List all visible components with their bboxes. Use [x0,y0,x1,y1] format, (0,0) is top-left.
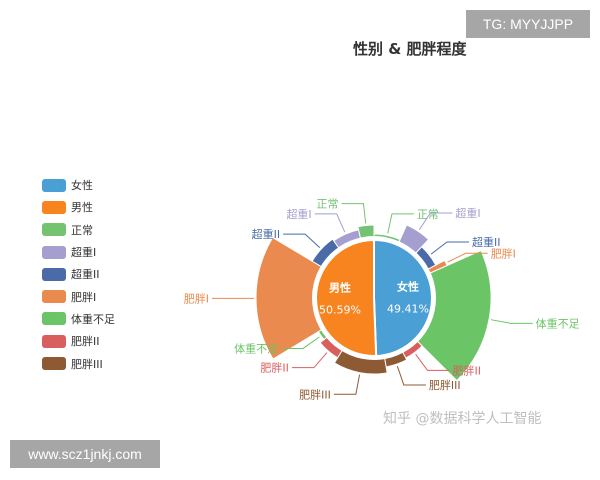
legend-swatch [42,178,66,192]
leader-line [418,212,453,230]
outer-slice-label: 肥胖II [260,362,289,375]
legend-item[interactable]: 超重I [42,241,115,263]
leader-line [341,203,367,224]
outer-slice-label: 肥胖I [184,292,209,305]
legend-label: 超重II [71,268,100,282]
watermark-zhihu: 知乎 @数据科学人工智能 [383,411,542,427]
outer-slice-label: 正常 [417,208,439,221]
legend-swatch [42,267,66,281]
leader-line [490,319,533,324]
outer-slice-label: 肥胖III [299,388,331,401]
leader-line [415,353,450,371]
outer-slice-label: 超重I [455,206,480,220]
legend-item[interactable]: 肥胖I [42,285,115,307]
inner-slice-name: 男性 [329,281,351,295]
legend-label: 肥胖II [71,335,100,349]
inner-slice[interactable] [373,238,433,357]
leader-line [387,213,414,234]
legend-label: 体重不足 [71,312,115,326]
legend-label: 肥胖I [71,290,97,304]
inner-slice[interactable] [315,238,378,357]
legend: 女性男性正常超重I 超重II 肥胖I 体重不足肥胖II 肥胖III [42,174,115,375]
inner-slice-name: 女性 [397,279,419,293]
outer-slice-label: 超重I [286,207,311,221]
leader-line [281,336,320,349]
leader-line [283,233,321,249]
outer-slice-label: 体重不足 [536,316,580,330]
outer-slice-label: 正常 [316,198,338,211]
legend-swatch [42,200,66,214]
leader-line [447,252,488,263]
watermark-url: www.scz1jnkj.com [10,440,160,468]
outer-slice-label: 超重II [252,227,281,241]
legend-item[interactable]: 女性 [42,174,115,196]
legend-swatch [42,245,66,259]
legend-item[interactable]: 肥胖III [42,352,115,374]
legend-item[interactable]: 正常 [42,219,115,241]
legend-label: 肥胖III [71,357,103,371]
legend-label: 男性 [71,201,93,215]
inner-slice-value: 50.59% [319,304,361,317]
legend-label: 超重I [71,246,97,260]
leader-line [291,352,328,369]
legend-item[interactable]: 体重不足 [42,308,115,330]
inner-slice-value: 49.41% [387,302,429,315]
legend-swatch [42,223,66,237]
legend-swatch [42,312,66,326]
legend-swatch [42,334,66,348]
legend-item[interactable]: 男性 [42,196,115,218]
legend-item[interactable]: 超重II [42,263,115,285]
legend-item[interactable]: 肥胖II [42,330,115,352]
outer-slice-label: 肥胖I [491,247,516,260]
outer-slice-label: 超重II [472,235,501,249]
leader-line [396,365,426,386]
legend-swatch [42,290,66,304]
outer-slice-label: 体重不足 [234,341,278,355]
leader-line [314,213,346,233]
leader-line [430,241,469,255]
outer-slice-label: 肥胖II [453,364,482,377]
leader-line [333,374,361,395]
watermark-tg: TG: MYYJJPP [466,10,590,38]
legend-label: 正常 [71,223,93,237]
legend-swatch [42,357,66,371]
chart-title: 性别 & 肥胖程度 [353,40,467,58]
legend-label: 女性 [71,179,93,193]
outer-slice-label: 肥胖III [429,379,461,392]
